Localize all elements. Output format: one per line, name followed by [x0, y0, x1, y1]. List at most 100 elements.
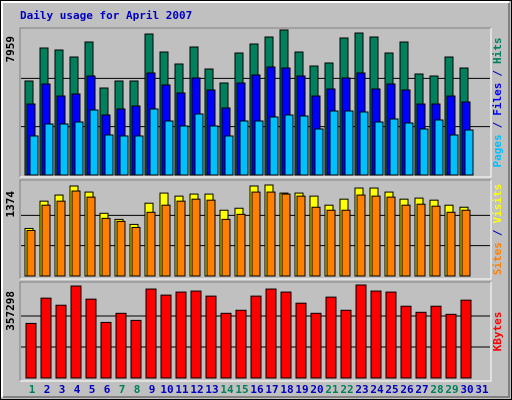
x-tick-label: 31	[475, 383, 489, 396]
bar	[419, 128, 429, 176]
bar	[194, 113, 204, 176]
legend-entry: Sites	[491, 242, 504, 275]
x-tick-label: 5	[89, 383, 96, 396]
y-tick-label: 1374	[4, 191, 17, 218]
x-tick-label: 16	[250, 383, 264, 396]
x-tick-label: 23	[355, 383, 368, 396]
bar	[389, 118, 399, 176]
y-tick-label: 357298	[4, 291, 17, 331]
bar	[206, 199, 216, 277]
bar	[461, 209, 471, 277]
x-tick-label: 25	[385, 383, 398, 396]
bar	[179, 125, 189, 176]
bar	[311, 206, 321, 277]
bar	[325, 296, 337, 379]
bar	[221, 218, 231, 277]
x-tick-label: 10	[160, 383, 173, 396]
bar	[431, 205, 441, 277]
x-tick-label: 17	[265, 383, 278, 396]
panel-border-dark	[19, 27, 491, 177]
x-tick-label: 4	[74, 383, 81, 396]
bar	[265, 288, 277, 379]
x-tick-label: 24	[370, 383, 384, 396]
bar	[430, 305, 442, 379]
legend-entry: Hits	[491, 38, 504, 65]
bar	[100, 321, 112, 379]
bar	[104, 134, 114, 176]
x-tick-label: 7	[119, 383, 126, 396]
bar	[250, 295, 262, 379]
legend-entry: Visits	[491, 184, 504, 224]
x-tick-label: 12	[190, 383, 203, 396]
bar	[295, 302, 307, 379]
legend: Sites / Visits	[491, 184, 504, 276]
bar	[115, 312, 127, 379]
bar	[86, 196, 96, 277]
bar	[164, 120, 174, 176]
bar	[44, 123, 54, 176]
x-tick-label: 6	[104, 383, 111, 396]
bevel-dark	[3, 3, 510, 398]
bar	[149, 108, 159, 176]
panel-border-light	[20, 28, 492, 178]
bar	[314, 128, 324, 176]
x-tick-label: 1	[29, 383, 36, 396]
bar	[235, 309, 247, 379]
bar	[341, 209, 351, 277]
bar	[134, 135, 144, 176]
legend: Pages / Files / Hits	[491, 38, 504, 168]
bar	[281, 193, 291, 277]
x-tick-label: 18	[280, 383, 293, 396]
legend-entry: Files	[491, 83, 504, 116]
bar	[131, 226, 141, 277]
bar	[401, 204, 411, 277]
bar	[190, 290, 202, 379]
bar	[460, 299, 472, 379]
bar	[284, 114, 294, 176]
bar	[55, 304, 67, 379]
bar	[386, 196, 396, 277]
bar	[374, 121, 384, 176]
bar	[236, 213, 246, 277]
legend-separator: /	[491, 121, 504, 128]
x-tick-label: 14	[220, 383, 234, 396]
bar	[161, 204, 171, 277]
legend-entry: Pages	[491, 134, 504, 167]
bar	[355, 284, 367, 379]
bar	[299, 115, 309, 176]
bar	[356, 194, 366, 277]
x-tick-label: 3	[59, 383, 66, 396]
bar	[251, 191, 261, 277]
x-tick-label: 8	[134, 383, 141, 396]
x-tick-label: 20	[310, 383, 323, 396]
bar	[326, 209, 336, 277]
bar	[344, 110, 354, 176]
legend-separator: /	[491, 70, 504, 77]
chart-title: Daily usage for April 2007	[20, 9, 192, 22]
bar	[85, 298, 97, 379]
x-tick-label: 29	[445, 383, 458, 396]
bar	[371, 195, 381, 277]
legend-separator: /	[491, 229, 504, 236]
bar	[445, 313, 457, 379]
bar	[59, 123, 69, 176]
bar	[416, 203, 426, 277]
bar	[220, 312, 232, 379]
panel-border-light	[20, 282, 492, 382]
bar	[71, 190, 81, 277]
x-tick-label: 22	[340, 383, 353, 396]
y-tick-label: 7959	[4, 36, 17, 63]
x-tick-label: 26	[400, 383, 414, 396]
x-tick-label: 15	[235, 383, 248, 396]
x-tick-label: 27	[415, 383, 428, 396]
legend-entry: KBytes	[491, 312, 504, 352]
bar	[25, 322, 37, 379]
bar	[224, 135, 234, 176]
bar	[404, 122, 414, 176]
bar	[40, 297, 52, 379]
bar	[191, 198, 201, 277]
bar	[145, 288, 157, 379]
bar	[254, 120, 264, 176]
